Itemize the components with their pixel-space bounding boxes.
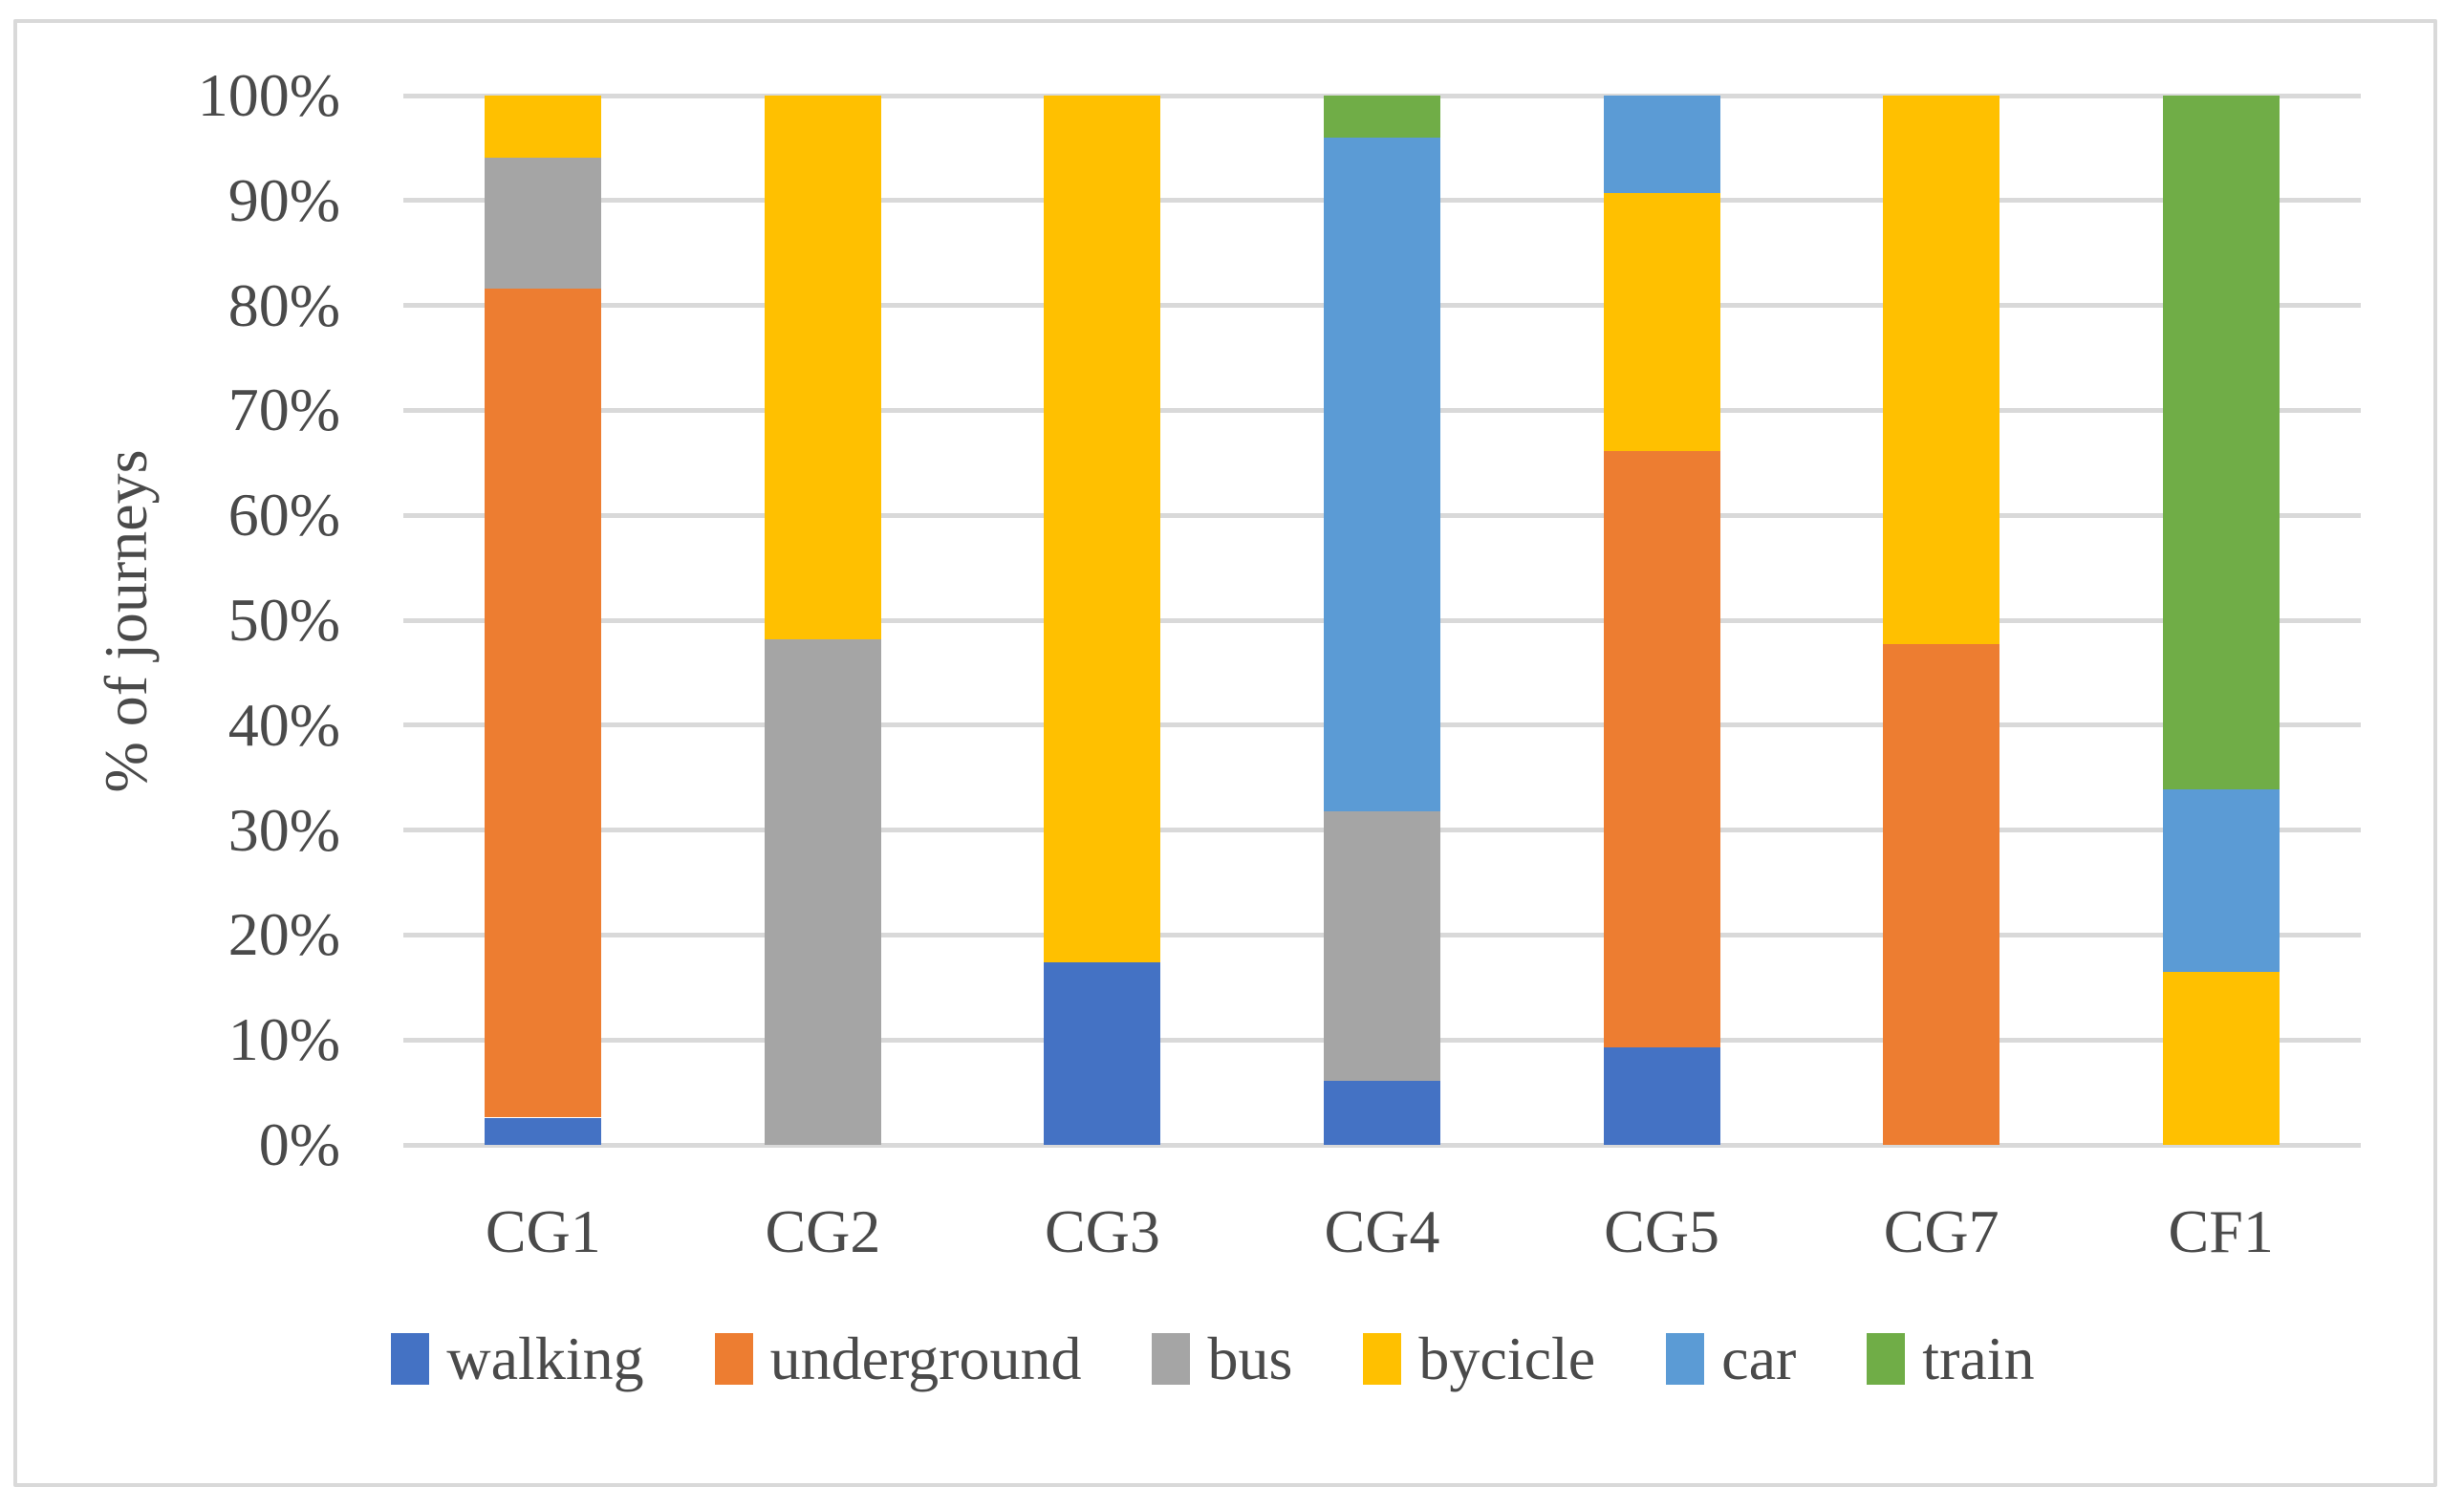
legend-swatch-walking-icon — [391, 1333, 430, 1385]
bar-segment-CG4-train — [1324, 96, 1440, 138]
y-axis-label-100%: 100% — [197, 61, 340, 129]
bar-segment-CG3-walking — [1044, 961, 1161, 1145]
legend-label-bycicle: bycicle — [1418, 1325, 1596, 1392]
bar-segment-CG5-car — [1603, 96, 1720, 194]
legend-label-underground: underground — [769, 1325, 1082, 1392]
bar-segment-CG1-bus — [485, 157, 602, 289]
bar-segment-CG4-walking — [1324, 1081, 1440, 1145]
y-axis-label-40%: 40% — [227, 690, 340, 759]
x-axis-label-CF1: CF1 — [2168, 1197, 2274, 1265]
y-axis-label-50%: 50% — [227, 586, 340, 654]
bar-segment-CG3-bycicle — [1044, 96, 1161, 962]
bar-segment-CG4-car — [1324, 137, 1440, 811]
bar-segment-CG4-bus — [1324, 810, 1440, 1081]
bar-segment-CG7-underground — [1883, 644, 2000, 1145]
legend-label-train: train — [1922, 1325, 2035, 1392]
bar-segment-CG7-bycicle — [1883, 96, 2000, 645]
x-axis-label-CG1: CG1 — [485, 1197, 601, 1265]
y-axis-label-10%: 10% — [227, 1005, 340, 1074]
y-axis-label-90%: 90% — [227, 165, 340, 234]
y-axis-label-70%: 70% — [227, 376, 340, 444]
bar-segment-CG5-bycicle — [1603, 193, 1720, 452]
legend-item-walking: walking — [391, 1325, 644, 1392]
legend-swatch-car-icon — [1666, 1333, 1705, 1385]
bar-segment-CG2-bus — [764, 638, 881, 1145]
legend-item-car: car — [1666, 1328, 1796, 1390]
bar-segment-CG1-walking — [485, 1117, 602, 1145]
x-axis-label-CG7: CG7 — [1883, 1197, 1999, 1265]
x-axis-label-CG4: CG4 — [1324, 1197, 1440, 1265]
y-axis-label-20%: 20% — [227, 900, 340, 969]
bar-segment-CG2-bycicle — [764, 96, 881, 639]
legend-label-bus: bus — [1207, 1325, 1293, 1392]
y-axis-label-80%: 80% — [227, 270, 340, 339]
bar-segment-CF1-car — [2162, 788, 2280, 972]
y-axis-title: % of journeys — [92, 449, 160, 793]
legend-item-bus: bus — [1152, 1328, 1292, 1390]
x-axis-label-CG5: CG5 — [1604, 1197, 1720, 1265]
bar-segment-CG1-bycicle — [485, 96, 602, 158]
bar-segment-CG5-underground — [1603, 451, 1720, 1047]
legend-swatch-bus-icon — [1152, 1333, 1191, 1385]
legend-swatch-underground-icon — [714, 1333, 753, 1385]
legend-label-car: car — [1721, 1325, 1797, 1392]
y-axis-label-30%: 30% — [227, 795, 340, 864]
bar-segment-CG5-walking — [1603, 1046, 1720, 1145]
y-axis-label-60%: 60% — [227, 481, 340, 549]
legend-label-walking: walking — [446, 1325, 644, 1392]
gridline-0% — [403, 1142, 2361, 1148]
legend: walking underground bus bycicle car train — [0, 1311, 2426, 1407]
bar-segment-CF1-bycicle — [2162, 971, 2280, 1145]
bar-segment-CG1-underground — [485, 289, 602, 1118]
bar-segment-CF1-train — [2162, 96, 2280, 789]
legend-item-bycicle: bycicle — [1363, 1328, 1595, 1390]
x-axis-label-CG3: CG3 — [1044, 1197, 1160, 1265]
legend-swatch-train-icon — [1867, 1333, 1906, 1385]
y-axis-label-0%: 0% — [258, 1110, 340, 1178]
x-axis-label-CG2: CG2 — [765, 1197, 881, 1265]
legend-item-train: train — [1867, 1325, 2035, 1392]
legend-item-underground: underground — [714, 1325, 1082, 1392]
legend-swatch-bycicle-icon — [1363, 1333, 1402, 1385]
figure-frame — [13, 19, 2437, 1487]
